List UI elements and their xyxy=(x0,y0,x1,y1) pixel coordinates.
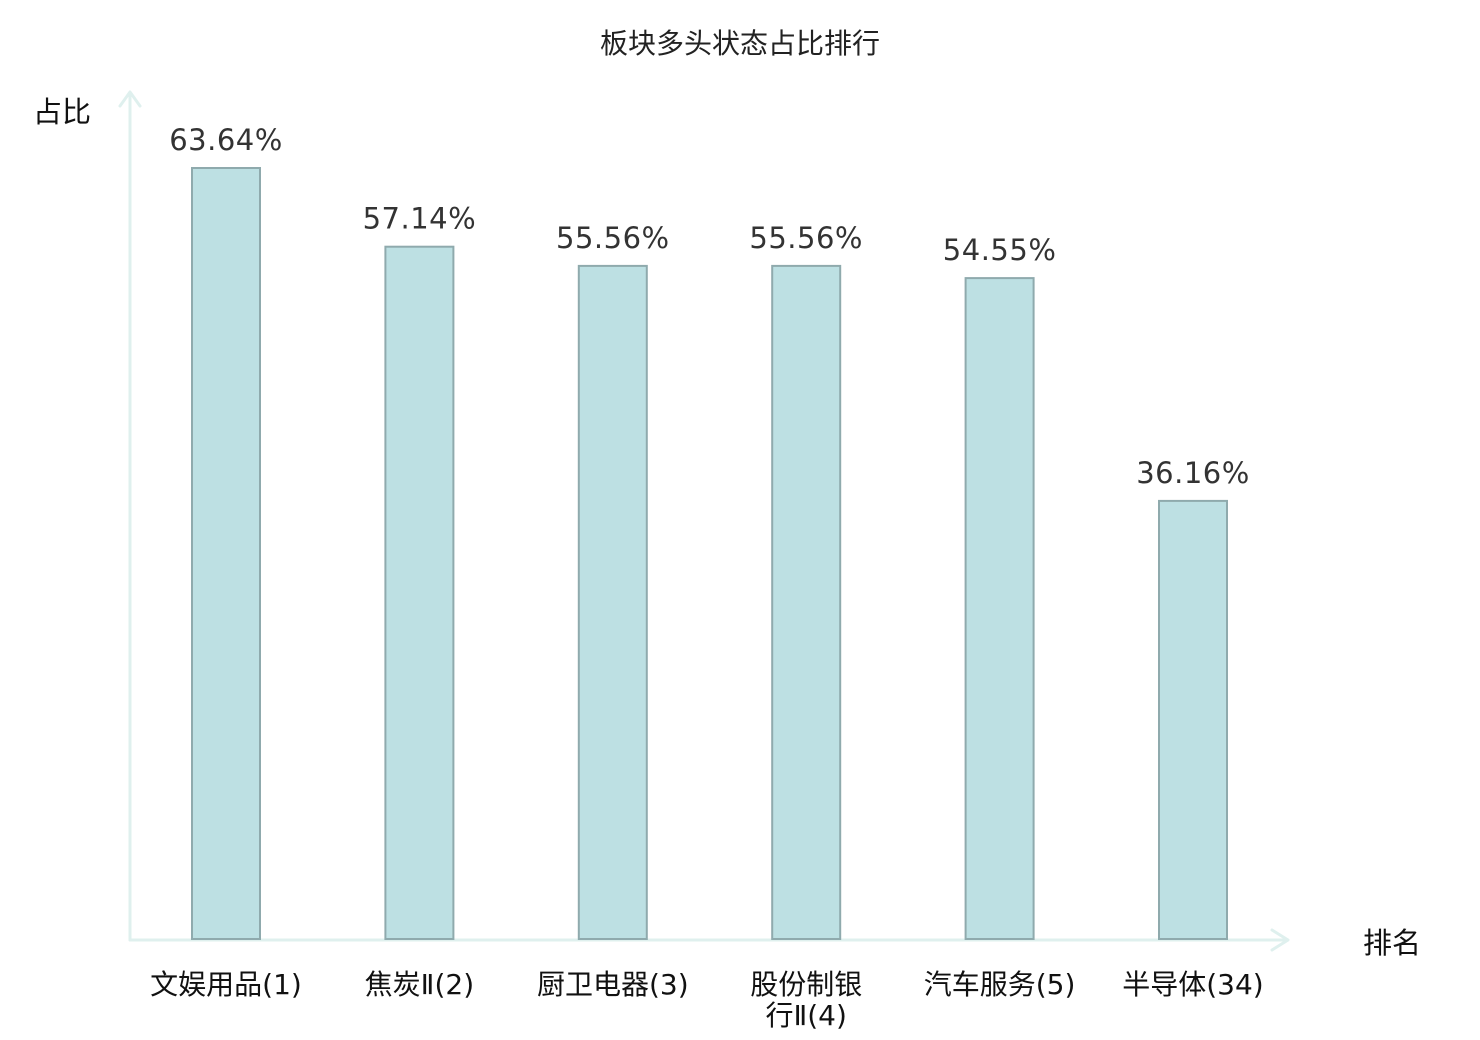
bar xyxy=(384,245,455,940)
bar xyxy=(964,277,1035,941)
bar-value-label: 54.55% xyxy=(943,233,1057,267)
y-axis-label: 占比 xyxy=(33,95,91,129)
bar-value-label: 57.14% xyxy=(363,202,477,236)
bars xyxy=(191,167,1228,941)
bar xyxy=(1158,499,1228,940)
value-labels: 63.64% 57.14% 55.56% 55.56% 54.55% 36.16% xyxy=(169,123,1250,490)
x-axis-label: 排名 xyxy=(1363,926,1421,960)
bar xyxy=(191,167,261,940)
category-label: 厨卫电器(3) xyxy=(537,968,689,1001)
bar xyxy=(577,264,648,940)
category-label: 文娱用品(1) xyxy=(150,968,302,1001)
bar-value-label: 55.56% xyxy=(749,221,863,255)
category-label: 股份制银行Ⅱ(4) xyxy=(750,968,862,1032)
category-label: 焦炭Ⅱ(2) xyxy=(365,968,474,1001)
x-axis-arrow xyxy=(1270,928,1290,952)
bar-value-label: 36.16% xyxy=(1136,456,1250,490)
bar xyxy=(771,264,842,940)
bar-value-label: 63.64% xyxy=(169,123,283,157)
y-axis-arrow xyxy=(118,90,142,108)
bar-value-label: 55.56% xyxy=(556,221,670,255)
axes xyxy=(118,90,1290,952)
chart-title: 板块多头状态占比排行 xyxy=(600,27,880,60)
category-label: 汽车服务(5) xyxy=(924,968,1076,1001)
category-label: 半导体(34) xyxy=(1122,968,1263,1001)
category-labels: 文娱用品(1) 焦炭Ⅱ(2) 厨卫电器(3) 股份制银行Ⅱ(4) 汽车服务(5) 半导体(… xyxy=(150,968,1264,1032)
